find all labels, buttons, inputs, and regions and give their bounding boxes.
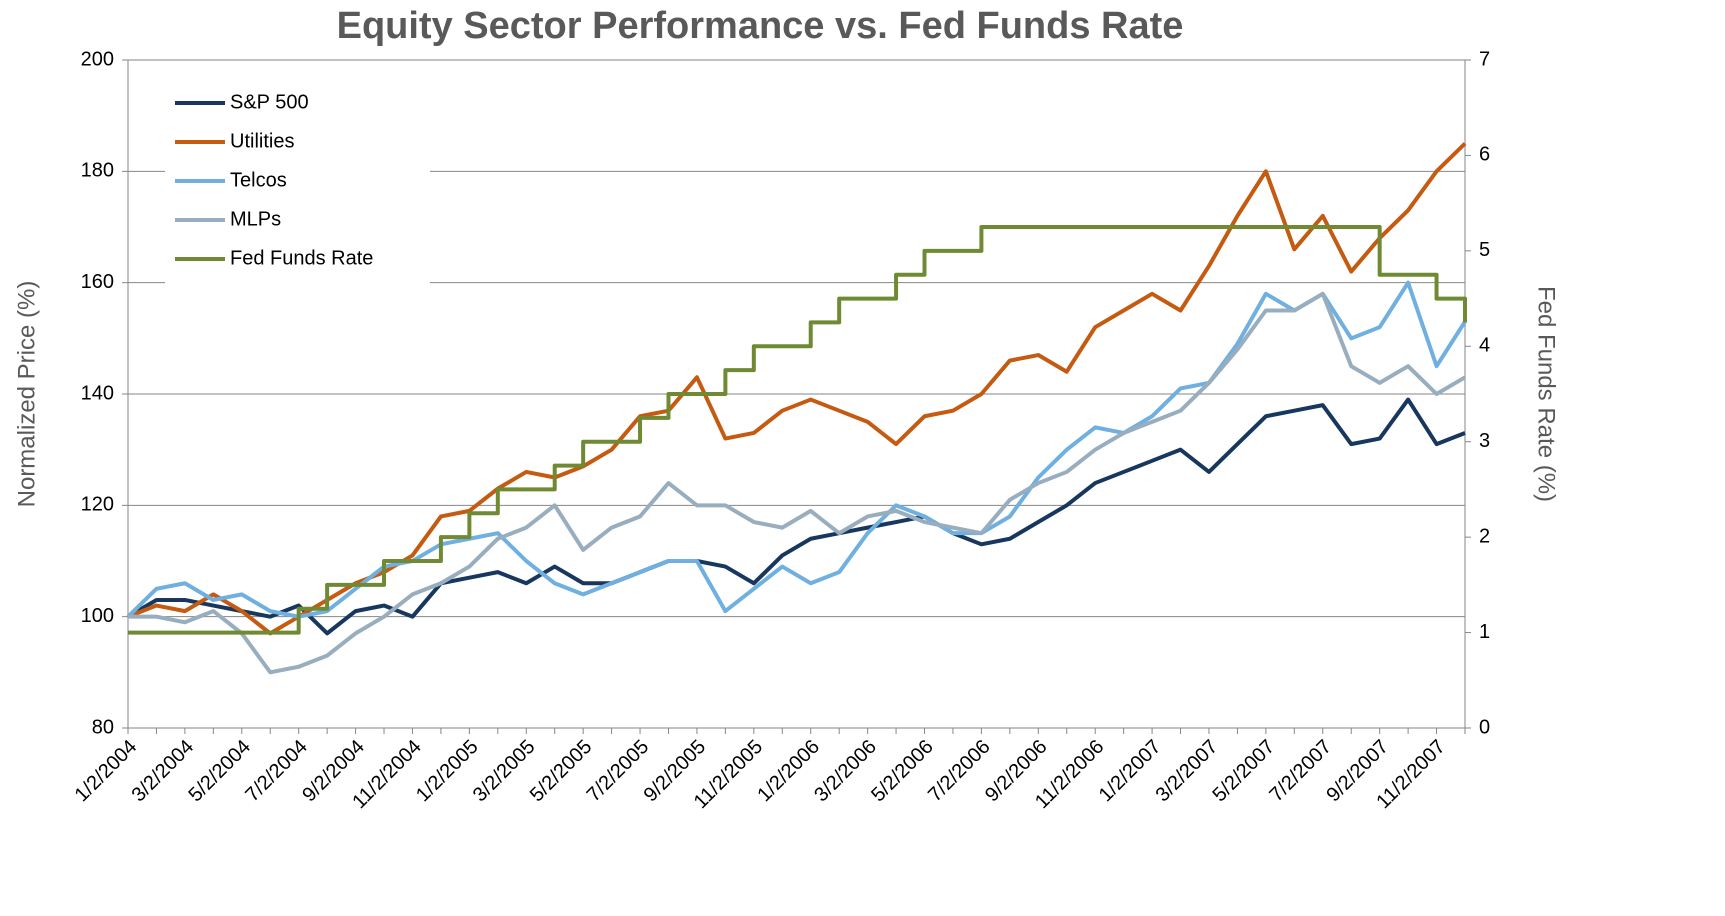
legend-label: MLPs bbox=[230, 208, 281, 230]
y2-tick-label: 2 bbox=[1479, 525, 1490, 547]
x-tick-label: 1/2/2007 bbox=[1095, 736, 1166, 807]
y-tick-label: 140 bbox=[81, 382, 114, 404]
x-tick-label: 5/2/2007 bbox=[1209, 736, 1280, 807]
legend-label: Telcos bbox=[230, 169, 287, 191]
chart-title: Equity Sector Performance vs. Fed Funds … bbox=[337, 5, 1184, 47]
y2-tick-label: 4 bbox=[1479, 335, 1490, 357]
x-tick-label: 3/2/2006 bbox=[810, 736, 881, 807]
legend-label: S&P 500 bbox=[230, 91, 309, 113]
x-tick-label: 7/2/2005 bbox=[583, 736, 654, 807]
x-tick-label: 1/2/2005 bbox=[412, 736, 483, 807]
y2-axis-title: Fed Funds Rate (%) bbox=[1533, 286, 1560, 502]
y-tick-label: 200 bbox=[81, 48, 114, 70]
y2-tick-label: 3 bbox=[1479, 430, 1490, 452]
y-tick-label: 120 bbox=[81, 494, 114, 516]
x-tick-label: 1/2/2006 bbox=[753, 736, 824, 807]
series-line bbox=[128, 291, 1467, 675]
series-line bbox=[126, 280, 1467, 619]
x-tick-label: 3/2/2004 bbox=[128, 736, 199, 807]
x-tick-label: 5/2/2004 bbox=[184, 736, 255, 807]
x-tick-label: 3/2/2007 bbox=[1152, 736, 1223, 807]
x-tick-label: 7/2/2004 bbox=[241, 736, 312, 807]
legend-label: Fed Funds Rate bbox=[230, 247, 373, 269]
x-tick-label: 5/2/2006 bbox=[867, 736, 938, 807]
series-line bbox=[128, 225, 1467, 635]
legend-label: Utilities bbox=[230, 130, 294, 152]
y2-tick-label: 1 bbox=[1479, 621, 1490, 643]
legend-box bbox=[165, 82, 430, 287]
y-axis-title: Normalized Price (%) bbox=[13, 281, 40, 508]
x-tick-label: 7/2/2007 bbox=[1265, 736, 1336, 807]
y2-tick-label: 0 bbox=[1479, 716, 1490, 738]
x-tick-label: 1/2/2004 bbox=[71, 736, 142, 807]
y-tick-label: 180 bbox=[81, 160, 114, 182]
y2-tick-label: 5 bbox=[1479, 239, 1490, 261]
y2-tick-label: 6 bbox=[1479, 144, 1490, 166]
y2-tick-label: 7 bbox=[1479, 48, 1490, 70]
x-tick-label: 5/2/2005 bbox=[526, 736, 597, 807]
x-tick-label: 3/2/2005 bbox=[469, 736, 540, 807]
x-tick-label: 7/2/2006 bbox=[924, 736, 995, 807]
y-tick-label: 160 bbox=[81, 271, 114, 293]
y-tick-label: 100 bbox=[81, 605, 114, 627]
series-line bbox=[126, 397, 1466, 636]
y-tick-label: 80 bbox=[92, 716, 114, 738]
